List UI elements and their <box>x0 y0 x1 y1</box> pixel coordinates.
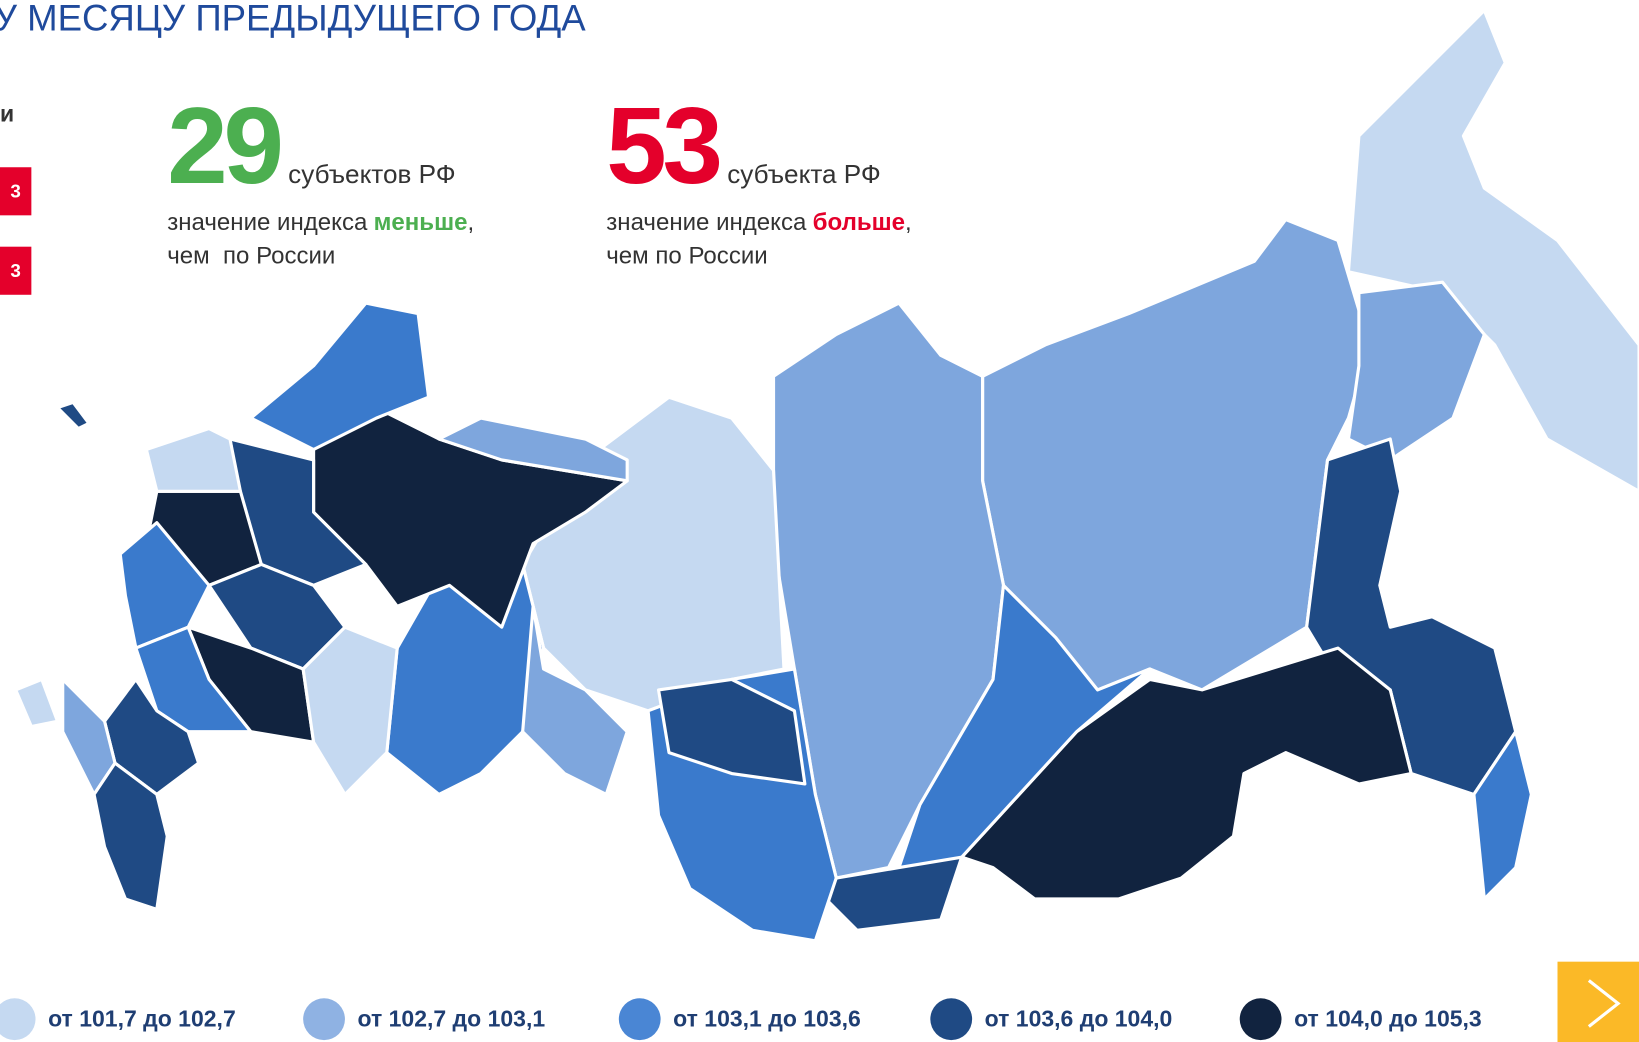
region <box>14 677 60 729</box>
stat-text: чем по России <box>167 241 336 269</box>
legend-label: от 101,7 до 102,7 <box>48 1005 236 1032</box>
legend-label: от 102,7 до 103,1 <box>357 1005 546 1032</box>
legend-label: от 103,6 до 104,0 <box>984 1005 1173 1032</box>
stat-text: значение индекса <box>167 208 368 236</box>
side-badge: 3 <box>0 246 32 295</box>
side-heading: и <box>0 100 15 127</box>
region <box>1472 730 1533 901</box>
stat-text: , <box>467 208 475 236</box>
stat-number: 29 <box>167 85 284 207</box>
region <box>301 625 399 796</box>
region <box>92 761 169 911</box>
next-button[interactable] <box>1557 961 1639 1042</box>
legend-swatch <box>1239 998 1282 1041</box>
stat-unit: субъектов РФ <box>288 159 456 190</box>
stat-unit: субъекта РФ <box>727 159 881 190</box>
stat-block: 29 субъектов РФ значение индекса меньше, че… <box>167 92 475 272</box>
chevron-icon <box>1587 979 1621 1028</box>
stat-number: 53 <box>606 85 723 207</box>
region <box>897 583 1152 911</box>
legend-label: от 104,0 до 105,3 <box>1294 1005 1482 1032</box>
stat-text: значение индекса <box>606 208 807 236</box>
region <box>1346 280 1486 462</box>
stat-text: , <box>905 208 912 236</box>
stat-emphasis: меньше <box>373 208 468 236</box>
region <box>521 604 629 796</box>
title: У МЕСЯЦУ ПРЕДЫДУЩЕГО ГОДА <box>0 0 586 39</box>
legend-swatch <box>0 998 36 1041</box>
legend-swatch <box>303 998 345 1041</box>
region <box>144 427 242 493</box>
legend-swatch <box>930 998 973 1041</box>
side-badge: 3 <box>0 167 32 216</box>
legend-swatch <box>618 998 661 1041</box>
region <box>437 416 629 483</box>
region <box>249 301 431 452</box>
stat-text: чем по России <box>606 241 768 269</box>
stat-emphasis: больше <box>812 208 906 236</box>
stat-block: 53 субъекта РФ значение индекса больше, чем… <box>606 92 912 272</box>
region <box>55 400 91 431</box>
legend-label: от 103,1 до 103,6 <box>673 1005 861 1032</box>
region <box>960 646 1413 901</box>
region <box>656 677 807 786</box>
